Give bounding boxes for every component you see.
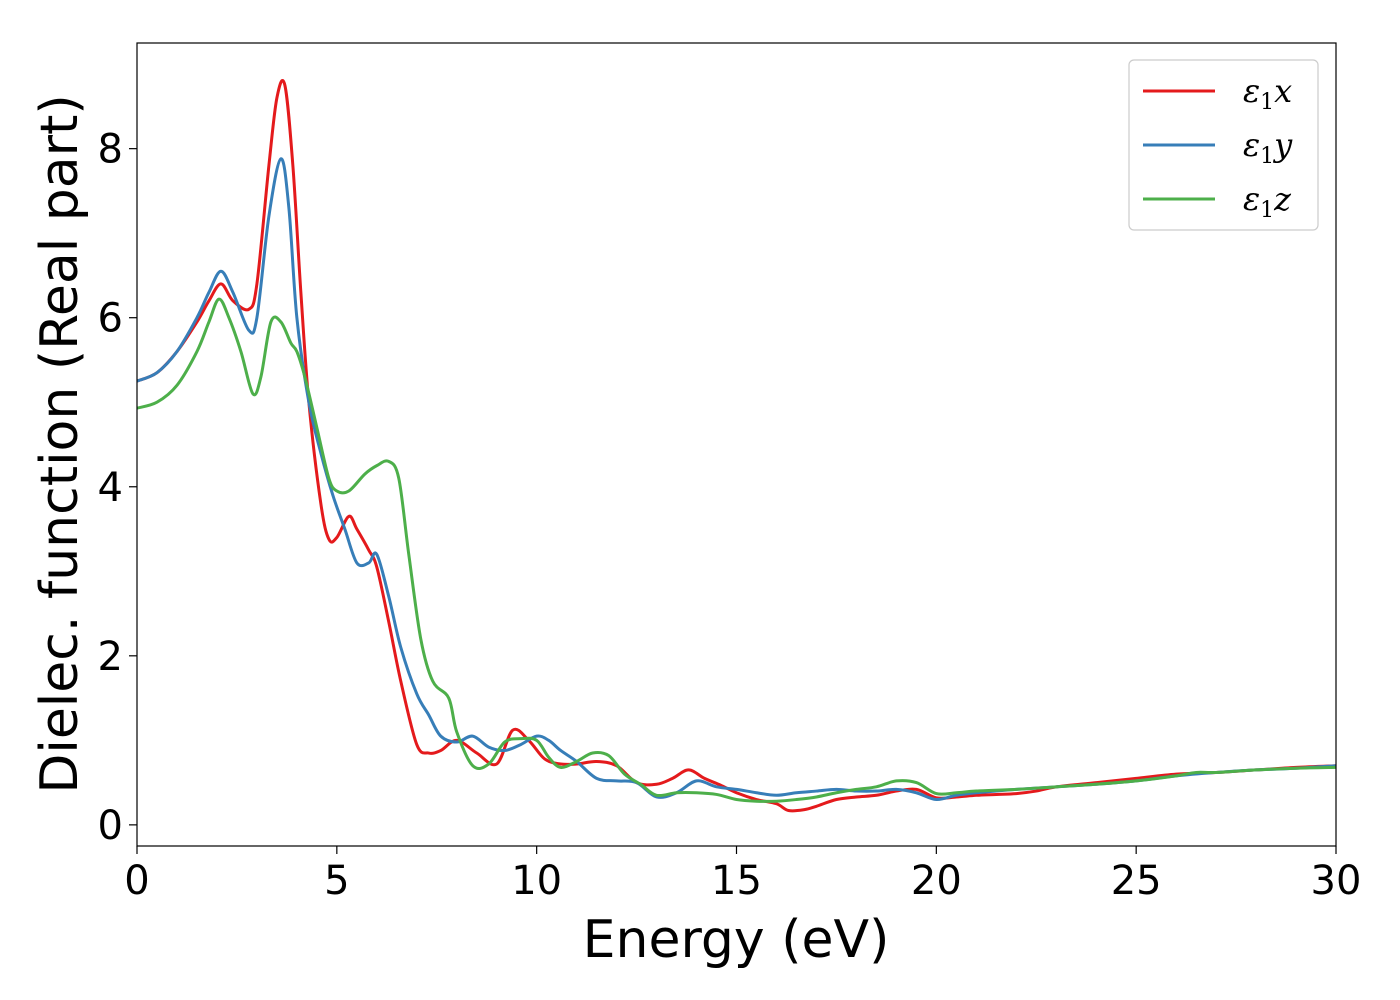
y-axis-title: Dielec. function (Real part) bbox=[30, 94, 90, 793]
series-layer bbox=[137, 79, 1336, 813]
x-tick-label: 15 bbox=[711, 858, 762, 904]
y-tick-label: 0 bbox=[98, 803, 123, 849]
x-axis-title: Energy (eV) bbox=[583, 910, 890, 970]
series-line-x bbox=[137, 79, 1336, 813]
legend-frame bbox=[1128, 59, 1319, 231]
x-tick-label: 0 bbox=[124, 858, 149, 904]
legend-label-y: ε1y bbox=[1243, 126, 1293, 169]
x-tick-label: 5 bbox=[324, 858, 349, 904]
x-axis-ticks: 0 5 10 15 20 25 30 bbox=[124, 846, 1361, 904]
y-tick-label: 6 bbox=[98, 296, 123, 342]
y-axis-ticks: 0 2 4 6 8 bbox=[98, 127, 137, 849]
x-tick-label: 10 bbox=[511, 858, 562, 904]
series-line-y bbox=[137, 157, 1336, 802]
y-tick-label: 8 bbox=[98, 127, 123, 173]
x-tick-label: 30 bbox=[1311, 858, 1362, 904]
legend: ε1x ε1y ε1z bbox=[1128, 59, 1319, 231]
x-tick-label: 25 bbox=[1111, 858, 1162, 904]
x-tick-label: 20 bbox=[911, 858, 962, 904]
legend-label-x: ε1x bbox=[1243, 72, 1292, 115]
y-tick-label: 4 bbox=[98, 465, 123, 511]
y-tick-label: 2 bbox=[98, 634, 123, 680]
legend-label-z: ε1z bbox=[1243, 180, 1292, 223]
series-line-z bbox=[137, 297, 1336, 803]
